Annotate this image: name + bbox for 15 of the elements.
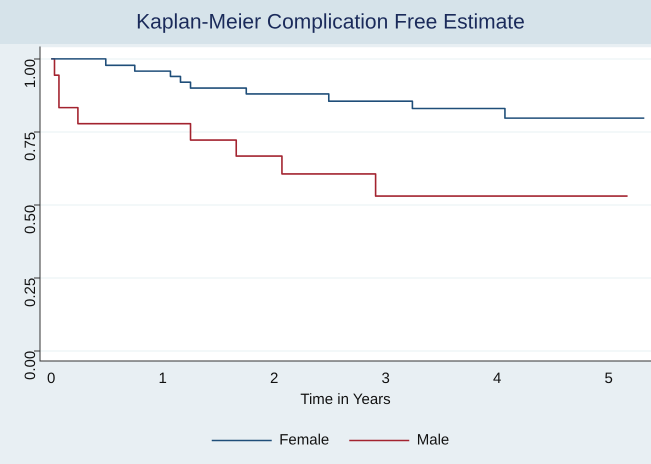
x-tick-label: 3 (381, 370, 390, 388)
chart-title: Kaplan-Meier Complication Free Estimate (136, 10, 525, 34)
x-tick-label: 1 (158, 370, 167, 388)
x-axis-title: Time in Years (300, 391, 391, 408)
y-tick-label: 0.50 (22, 204, 40, 234)
y-tick-label: 0.75 (22, 132, 40, 162)
x-tick-label: 2 (270, 370, 278, 388)
legend-label: Male (416, 432, 450, 449)
x-tick-label: 5 (604, 370, 613, 388)
y-tick-label: 0.00 (22, 350, 40, 380)
x-tick-label: 0 (46, 370, 56, 388)
y-tick-label: 1.00 (22, 58, 40, 88)
x-tick-label: 4 (492, 370, 502, 388)
legend-label: Female (279, 432, 330, 449)
y-tick-label: 0.25 (22, 278, 40, 308)
